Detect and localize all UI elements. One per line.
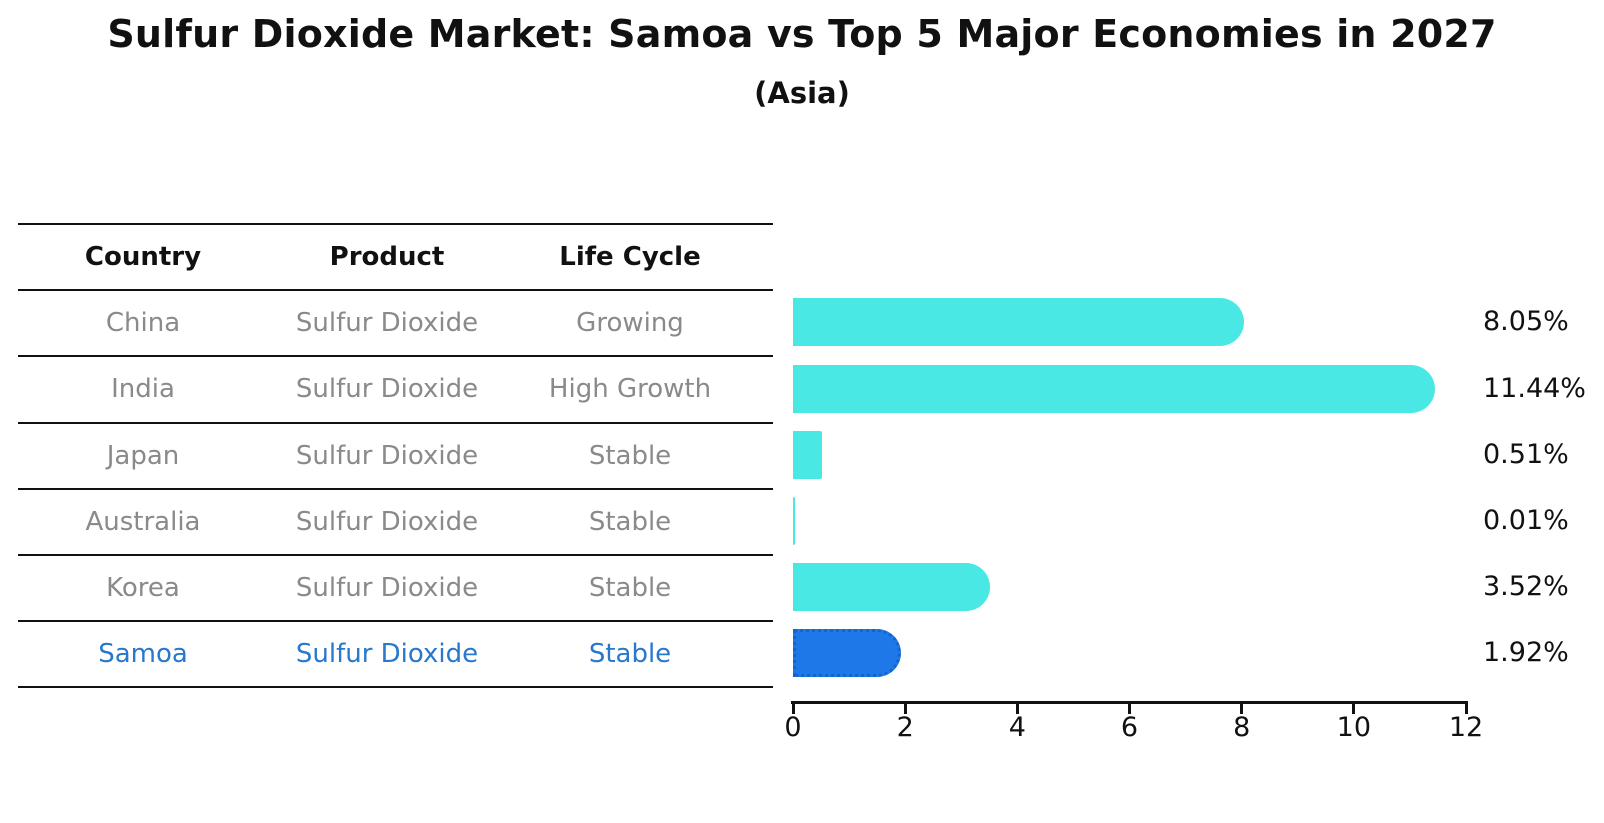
table-cell-country: Australia <box>85 506 201 537</box>
x-axis-tick-4 <box>1015 703 1019 714</box>
column-header-country: Country <box>84 242 202 273</box>
x-axis-tick-6 <box>1128 703 1131 714</box>
x-axis-tick-label-0: 0 <box>784 712 802 743</box>
bar-japan <box>793 430 822 479</box>
table-row: Japan Sulfur Dioxide Stable <box>18 424 773 490</box>
table-cell-country: India <box>111 374 175 405</box>
table-row: Australia Sulfur Dioxide Stable <box>18 490 773 556</box>
x-axis-tick-label-4: 4 <box>1008 712 1026 743</box>
column-header-lifecycle: Life Cycle <box>559 242 701 273</box>
value-label-korea: 3.52% <box>1483 571 1569 603</box>
x-axis-tick-label-6: 6 <box>1120 712 1139 743</box>
bar-samoa <box>793 629 901 678</box>
x-axis-tick-10 <box>1352 703 1356 714</box>
x-axis-tick-label-10: 10 <box>1336 712 1371 743</box>
value-label-china: 8.05% <box>1483 306 1569 338</box>
table-body: China Sulfur Dioxide Growing India Sulfu… <box>18 291 773 689</box>
table-cell-lifecycle: Stable <box>588 506 672 537</box>
bar-korea <box>793 563 991 612</box>
table-cell-country: China <box>105 308 181 339</box>
table-row: India Sulfur Dioxide High Growth <box>18 357 773 424</box>
table-cell-product: Sulfur Dioxide <box>295 308 479 339</box>
chart-title: Sulfur Dioxide Market: Samoa vs Top 5 Ma… <box>107 12 1497 56</box>
column-header-product: Product <box>329 242 445 273</box>
table-row: Korea Sulfur Dioxide Stable <box>18 556 773 623</box>
x-axis-tick-2 <box>903 703 907 714</box>
table-cell-product: Sulfur Dioxide <box>295 573 479 604</box>
bar-china <box>793 298 1245 347</box>
table-cell-country: Japan <box>106 440 180 471</box>
value-label-japan: 0.51% <box>1483 438 1569 470</box>
table-cell-product: Sulfur Dioxide <box>295 506 479 537</box>
table-cell-product: Sulfur Dioxide <box>295 639 479 670</box>
value-label-australia: 0.01% <box>1483 504 1569 536</box>
x-axis-tick-label-12: 12 <box>1448 712 1484 743</box>
table-cell-country: Korea <box>106 573 180 604</box>
table-cell-lifecycle: Stable <box>588 639 672 670</box>
bar-india <box>793 364 1435 413</box>
table-row: China Sulfur Dioxide Growing <box>18 291 773 358</box>
table-cell-lifecycle: High Growth <box>548 374 712 405</box>
value-label-india: 11.44% <box>1483 372 1586 404</box>
x-axis-tick-12 <box>1464 703 1468 714</box>
x-axis-tick-0 <box>791 703 795 714</box>
table-cell-lifecycle: Growing <box>576 308 684 339</box>
table-cell-product: Sulfur Dioxide <box>295 374 479 405</box>
x-axis-line <box>791 701 1468 704</box>
chart-subtitle: (Asia) <box>754 76 850 110</box>
x-axis-tick-label-8: 8 <box>1233 712 1251 743</box>
table-cell-lifecycle: Stable <box>588 573 672 604</box>
x-axis-tick-8 <box>1240 703 1244 714</box>
bar-australia <box>793 496 795 545</box>
value-label-samoa: 1.92% <box>1483 637 1569 669</box>
table-row: Samoa Sulfur Dioxide Stable <box>18 622 773 689</box>
table-cell-country: Samoa <box>98 639 188 670</box>
table-header-row: Country Product Life Cycle <box>18 225 773 292</box>
x-axis-tick-label-2: 2 <box>896 712 914 743</box>
table-cell-lifecycle: Stable <box>588 440 672 471</box>
comparison-table: Country Product Life Cycle China Sulfur … <box>18 223 773 689</box>
table-cell-product: Sulfur Dioxide <box>295 440 479 471</box>
